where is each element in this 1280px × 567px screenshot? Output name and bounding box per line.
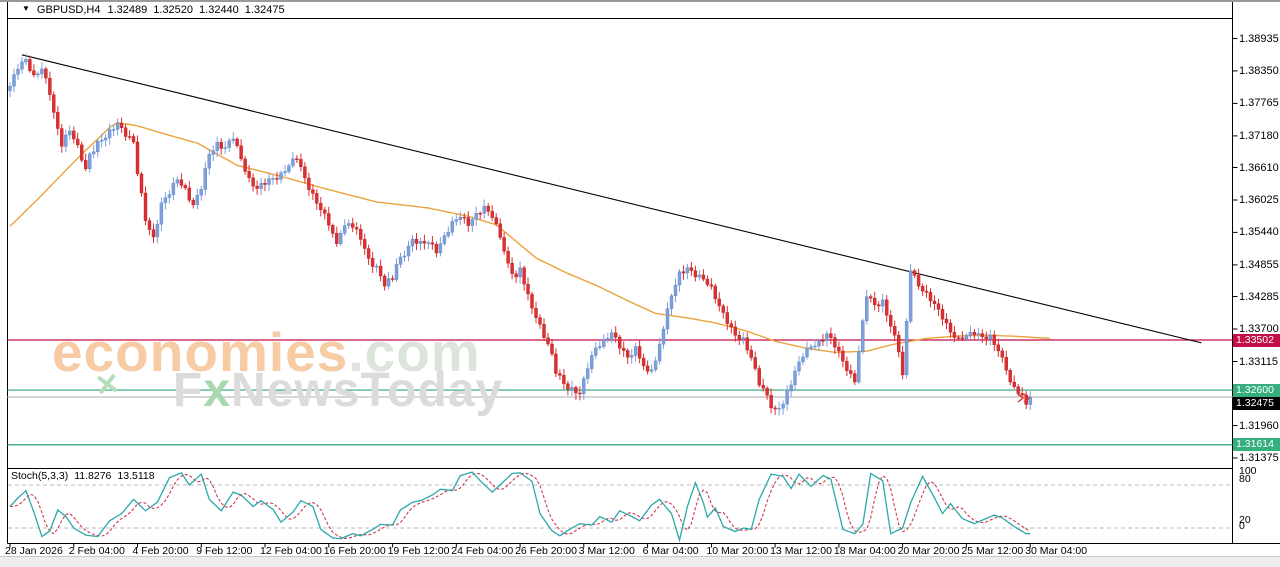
- ohlc-low-value: 1.32440: [199, 4, 239, 16]
- window-bottom-strip: [0, 556, 1280, 567]
- price-tick-label: 1.38935: [1239, 32, 1279, 45]
- date-tick-label: 9 Feb 12:00: [196, 545, 253, 557]
- price-tick-label: 1.36610: [1239, 161, 1279, 174]
- date-tick-label: 26 Feb 20:00: [515, 545, 577, 557]
- stoch-scale-label-80: 80: [1239, 472, 1251, 485]
- date-tick-label: 30 Mar 04:00: [1025, 545, 1088, 557]
- date-tick-label: 25 Mar 12:00: [961, 545, 1024, 557]
- last-price-marker-icon: [1017, 393, 1031, 403]
- ohlc-high-value: 1.32520: [153, 4, 194, 16]
- price-tick-label: 1.33700: [1239, 323, 1279, 335]
- date-tick-label: 13 Mar 12:00: [770, 545, 832, 557]
- ohlc-close-value: 1.32475: [244, 4, 285, 16]
- date-tick-label: 2 Feb 04:00: [68, 545, 125, 557]
- date-tick-label: 10 Mar 20:00: [706, 545, 769, 557]
- indicator-name: Stoch(5,3,3): [11, 470, 69, 482]
- price-badge-support-1: 1.32600: [1233, 383, 1280, 397]
- symbol-timeframe-label: GBPUSD,H4: [36, 4, 101, 16]
- date-tick-label: 12 Feb 04:00: [260, 545, 322, 557]
- price-tick-label: 1.34855: [1239, 258, 1279, 271]
- chart-frame: [0, 0, 1280, 544]
- date-tick-label: 18 Mar 04:00: [833, 545, 896, 557]
- descending-trendline[interactable]: [21, 54, 1202, 344]
- date-tick-label: 28 Jan 2026: [5, 545, 63, 557]
- stoch-k-line: [9, 471, 1031, 543]
- stoch-scale-label-20: 20: [1239, 513, 1251, 526]
- stoch-scale-label-100: 100: [1239, 465, 1257, 477]
- symbol-header: ▼ GBPUSD,H4 1.32489 1.32520 1.32440 1.32…: [22, 4, 285, 16]
- stoch-scale-label-0: 0: [1239, 520, 1245, 532]
- price-tick-label: 1.38350: [1239, 64, 1279, 77]
- price-tick-label: 1.34285: [1239, 290, 1279, 303]
- price-tick-label: 1.36025: [1239, 194, 1279, 206]
- date-tick-label: 24 Feb 04:00: [451, 545, 514, 557]
- price-tick-label: 1.31375: [1239, 452, 1279, 464]
- indicator-label: Stoch(5,3,3) 11.8276 13.5118: [11, 470, 155, 482]
- candles-layer: [8, 53, 1032, 416]
- date-tick-label: 3 Mar 12:00: [578, 545, 635, 557]
- symbol-dropdown-icon[interactable]: ▼: [22, 4, 30, 13]
- price-tick-label: 1.33115: [1239, 355, 1278, 368]
- date-tick-label: 4 Feb 20:00: [132, 545, 189, 557]
- date-tick-label: 6 Mar 04:00: [642, 545, 699, 557]
- price-tick-label: 1.37765: [1239, 97, 1279, 110]
- ohlc-open-value: 1.32489: [107, 4, 148, 16]
- stoch-d-line: [10, 472, 1031, 539]
- moving-average-line: [9, 121, 1051, 354]
- price-badge-resistance: 1.33502: [1233, 333, 1280, 347]
- date-tick-label: 16 Feb 20:00: [323, 545, 386, 557]
- price-tick-label: 1.35440: [1239, 226, 1279, 239]
- price-badge-support-2: 1.31614: [1233, 438, 1280, 452]
- indicator-d-value: 13.5118: [117, 470, 155, 482]
- price-tick-label: 1.37180: [1239, 129, 1279, 142]
- date-tick-label: 19 Feb 12:00: [387, 545, 450, 557]
- date-tick-label: 20 Mar 20:00: [897, 545, 960, 557]
- indicator-k-value: 11.8276: [74, 470, 112, 482]
- price-tick-label: 1.31960: [1239, 419, 1279, 432]
- axis-tick-marks: [9, 38, 1238, 548]
- price-badge-current: 1.32475: [1233, 396, 1280, 410]
